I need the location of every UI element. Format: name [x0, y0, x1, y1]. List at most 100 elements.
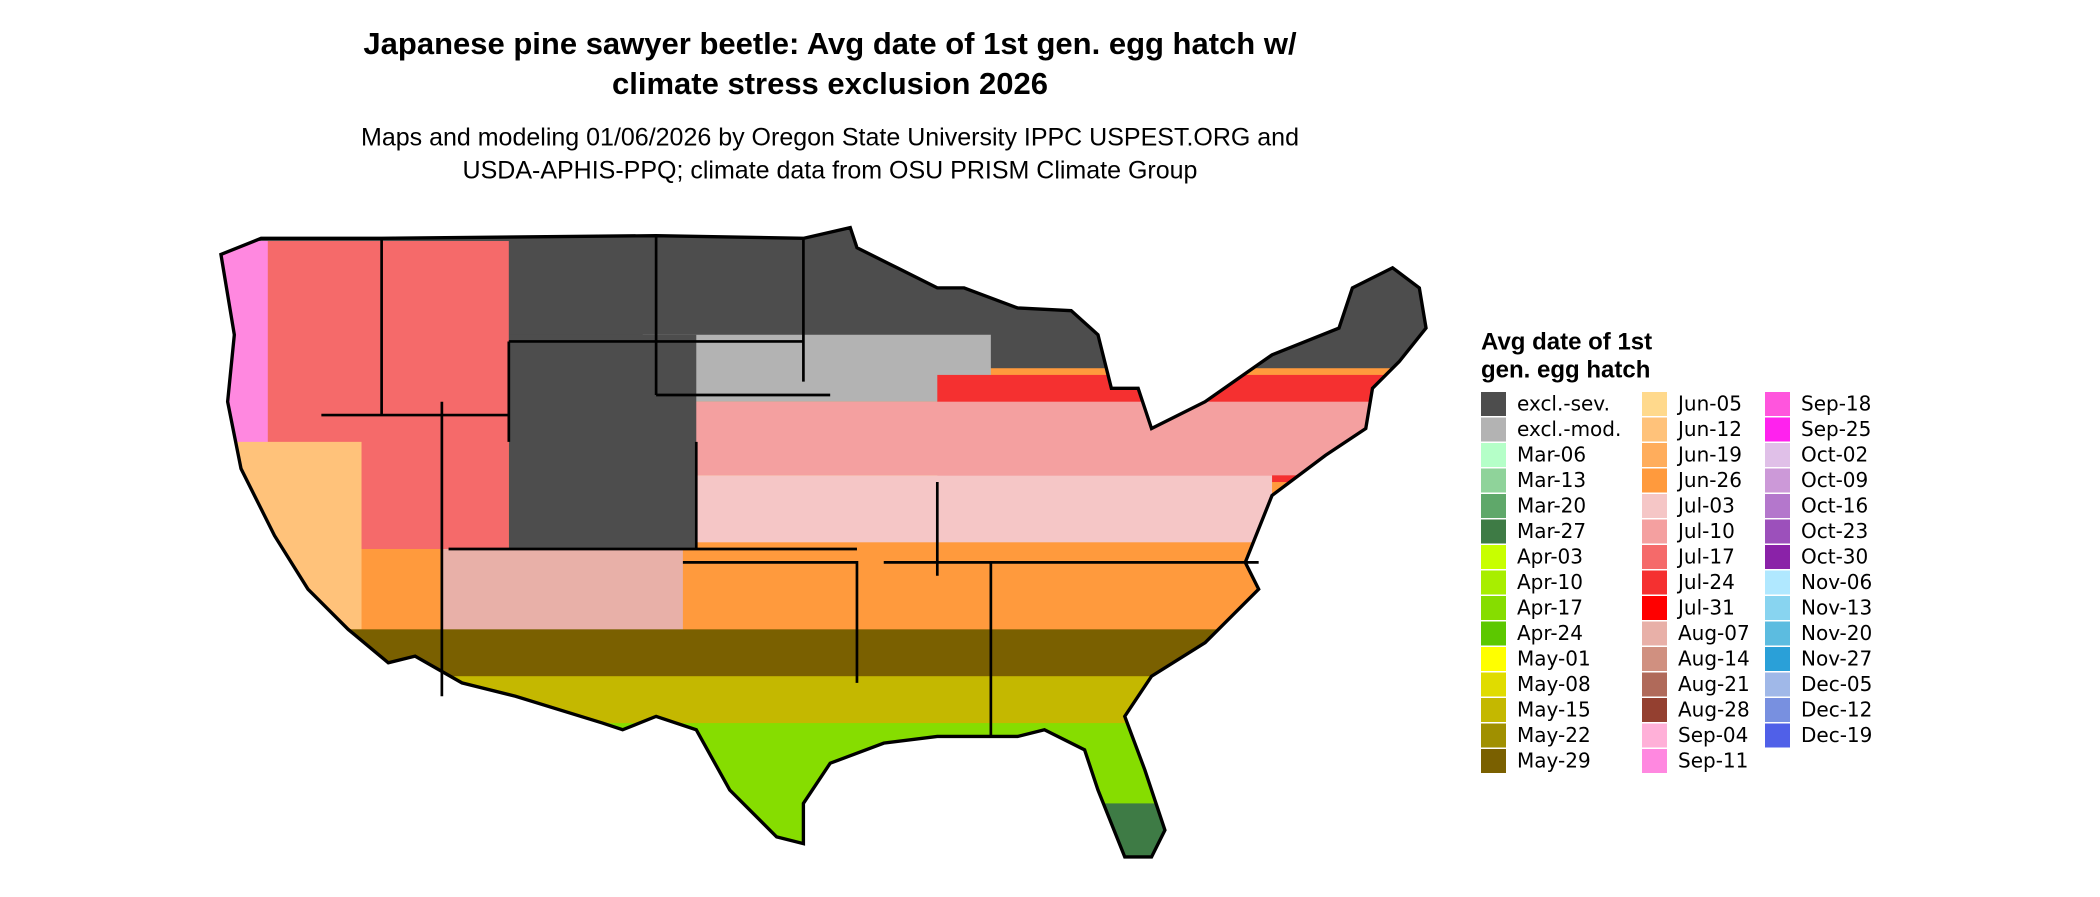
legend-swatch	[1642, 698, 1667, 722]
legend-label: Aug-28	[1678, 698, 1750, 722]
legend-swatch	[1642, 392, 1667, 416]
legend-swatch	[1642, 672, 1667, 697]
legend-label: Apr-03	[1517, 545, 1583, 569]
legend-label: Jul-17	[1676, 545, 1735, 569]
region	[220, 441, 362, 630]
legend-label: May-08	[1517, 672, 1591, 696]
legend-swatch	[1481, 672, 1506, 697]
legend-label: Nov-13	[1801, 596, 1872, 620]
legend-label: May-22	[1517, 723, 1591, 747]
legend-label: Sep-18	[1801, 392, 1871, 416]
legend-label: Sep-11	[1678, 749, 1748, 773]
legend-label: Jun-12	[1676, 417, 1742, 441]
legend-label: Oct-16	[1801, 494, 1868, 518]
legend-swatch	[1765, 621, 1790, 646]
state-borders	[321, 235, 1259, 737]
legend-swatch	[1765, 443, 1790, 467]
legend-swatch	[1642, 723, 1667, 748]
legend-label: Mar-06	[1517, 443, 1586, 467]
legend-label: Jul-10	[1676, 519, 1735, 543]
legend: excl.-sev.excl.-mod.Mar-06Mar-13Mar-20Ma…	[1481, 392, 1872, 773]
legend-label: Jul-24	[1676, 570, 1735, 594]
legend-label: May-29	[1517, 749, 1591, 773]
legend-label: Jun-26	[1676, 468, 1742, 492]
legend-label: Jul-03	[1676, 494, 1735, 518]
legend-label: Mar-27	[1517, 519, 1586, 543]
us-map	[219, 225, 1428, 859]
legend-swatch	[1481, 723, 1506, 748]
legend-swatch	[1642, 570, 1667, 595]
legend-label: Aug-14	[1678, 647, 1750, 671]
legend-swatch	[1642, 443, 1667, 467]
legend-swatch	[1481, 545, 1506, 569]
legend-swatch	[1642, 417, 1667, 442]
legend-swatch	[1765, 596, 1790, 620]
region	[642, 401, 1427, 476]
legend-label: Nov-27	[1801, 647, 1872, 671]
region	[508, 334, 697, 549]
title: Japanese pine sawyer beetle: Avg date of…	[363, 26, 1297, 61]
legend-label: Oct-30	[1801, 545, 1868, 569]
legend-swatch	[1765, 647, 1790, 671]
region	[220, 629, 1427, 683]
legend-swatch	[1765, 672, 1790, 697]
legend-swatch	[1642, 596, 1667, 620]
subtitle: Maps and modeling 01/06/2026 by Oregon S…	[361, 124, 1299, 152]
region	[642, 334, 991, 402]
legend-label: Aug-21	[1678, 672, 1750, 696]
legend-label: Mar-13	[1517, 468, 1586, 492]
legend-swatch	[1642, 494, 1667, 518]
legend-swatch	[1765, 545, 1790, 569]
legend-swatch	[1765, 723, 1790, 748]
legend-title: gen. egg hatch	[1481, 356, 1650, 383]
subtitle: USDA-APHIS-PPQ; climate data from OSU PR…	[463, 157, 1198, 185]
legend-swatch	[1765, 417, 1790, 442]
legend-swatch	[1642, 545, 1667, 569]
legend-swatch	[1765, 392, 1790, 416]
legend-swatch	[1481, 392, 1506, 416]
legend-label: Apr-24	[1517, 621, 1583, 645]
legend-label: Oct-02	[1801, 443, 1868, 467]
legend-swatch	[1481, 596, 1506, 620]
legend-swatch	[1481, 494, 1506, 518]
legend-swatch	[1481, 698, 1506, 722]
legend-label: Sep-25	[1801, 417, 1871, 441]
legend-label: Jul-31	[1676, 596, 1735, 620]
region	[220, 676, 1427, 730]
legend-swatch	[1481, 749, 1506, 773]
region	[1097, 803, 1179, 857]
legend-swatch	[1642, 749, 1667, 773]
legend-label: Nov-06	[1801, 570, 1872, 594]
legend-swatch	[1765, 698, 1790, 722]
legend-swatch	[1642, 468, 1667, 493]
legend-swatch	[1642, 621, 1667, 646]
legend-label: Mar-20	[1517, 494, 1586, 518]
legend-swatch	[1642, 647, 1667, 671]
region	[220, 723, 1427, 857]
legend-swatch	[1765, 519, 1790, 544]
legend-label: Dec-12	[1801, 698, 1872, 722]
legend-swatch	[1481, 519, 1506, 544]
legend-label: excl.-sev.	[1517, 392, 1610, 416]
legend-label: Oct-09	[1801, 468, 1868, 492]
legend-swatch	[1481, 443, 1506, 467]
us-outline	[219, 225, 1428, 859]
legend-swatch	[1481, 468, 1506, 493]
legend-label: Dec-19	[1801, 723, 1872, 747]
legend-swatch	[1481, 647, 1506, 671]
legend-label: Apr-10	[1517, 570, 1583, 594]
legend-label: May-15	[1517, 698, 1591, 722]
legend-label: Dec-05	[1801, 672, 1872, 696]
legend-label: Sep-04	[1678, 723, 1748, 747]
legend-label: Jun-05	[1676, 392, 1742, 416]
legend-title: Avg date of 1st	[1481, 328, 1652, 355]
legend-swatch	[1481, 570, 1506, 595]
legend-swatch	[1642, 519, 1667, 544]
legend-swatch	[1765, 468, 1790, 493]
legend-label: Oct-23	[1801, 519, 1868, 543]
legend-label: Aug-07	[1678, 621, 1750, 645]
title: climate stress exclusion 2026	[612, 66, 1048, 101]
legend-label: Nov-20	[1801, 621, 1872, 645]
